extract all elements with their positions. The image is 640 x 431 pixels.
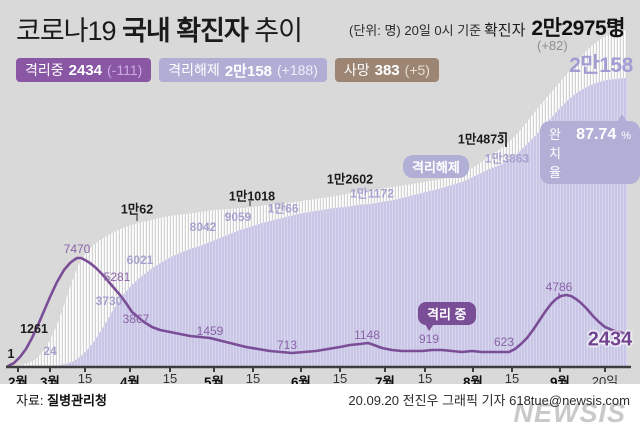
badge-label: 격리해제 [168, 62, 220, 78]
chart-value-label: 1만62 [120, 202, 154, 217]
badge-value: 2434 [68, 61, 103, 79]
chart-value-label: 9059 [224, 210, 252, 224]
badge-delta: (-111) [107, 62, 143, 78]
byline-credit: 20.09.20 전진우 그래픽 기자 618tue@newsis.com [348, 393, 630, 408]
quarantine-tag-label: 격리 중 [427, 307, 467, 322]
chart-value-label: 1만3863 [484, 151, 530, 166]
chart-value-label: 1261 [20, 322, 48, 336]
chart-value-label: 2434 [587, 328, 633, 351]
chart-value-label: 1만2602 [326, 172, 374, 187]
status-badge-row: 격리중 2434 (-111) 격리해제 2만158 (+188) 사망 383… [16, 58, 439, 82]
x-axis-tick-mark [472, 368, 474, 372]
title-part-tail: 추이 [254, 16, 303, 46]
chart-value-label: 24 [43, 344, 57, 358]
chart-value-label: 6021 [126, 253, 154, 267]
chart-value-label: 3867 [122, 312, 150, 326]
chart-value-label: 713 [276, 338, 298, 352]
trend-chart [6, 30, 631, 369]
confirmed-total-delta: (+82) [537, 38, 568, 53]
chart-value-label: 919 [418, 332, 440, 346]
x-axis-tick-mark [300, 368, 302, 372]
chart-value-label: 1만4873 [457, 132, 505, 147]
x-axis-tick-mark [559, 368, 561, 372]
status-badge-death: 사망 383 (+5) [334, 58, 439, 82]
x-axis-tick-mark [511, 368, 513, 372]
page-title: 코로나19 국내 확진자 추이 [16, 9, 303, 48]
confirmed-total-connector [607, 22, 617, 36]
status-badge-released: 격리해제 2만158 (+188) [159, 58, 327, 82]
footer-bar: 자료: 질병관리청 NEWSIS 20.09.20 전진우 그래픽 기자 618… [0, 384, 640, 431]
confirmed-total-value: 2만2975명 [531, 17, 625, 40]
chart-value-label: 1만66 [267, 201, 299, 216]
hook-14873 [499, 132, 507, 147]
x-axis-tick-label: 15 [245, 371, 261, 386]
x-axis-tick-label: 15 [504, 371, 520, 386]
chart-value-label: 3730 [95, 294, 123, 308]
quarantine-line [6, 256, 629, 368]
quarantine-series-tag: 격리 중 [418, 302, 476, 331]
chart-value-label: 1 [7, 347, 15, 361]
x-axis-tick-mark [129, 368, 131, 372]
cure-rate-label: 완치율 [549, 127, 561, 180]
newsis-watermark: NEWSIS [513, 398, 626, 428]
chart-value-label: 4786 [545, 280, 573, 294]
badge-label: 사망 [343, 62, 370, 78]
cure-rate-tag: 완치율 87.74 % [540, 114, 640, 184]
chart-value-label: 8042 [189, 220, 217, 234]
chart-value-label: 1만1018 [228, 189, 276, 204]
subtitle-unit-note: (단위: 명) 20일 0시 기준 [349, 23, 482, 38]
data-source: 자료: 질병관리청 [16, 390, 107, 409]
confirmed-total-label: 확진자 [484, 22, 526, 39]
badge-label: 격리중 [25, 62, 64, 78]
x-axis-tick-mark [604, 368, 606, 372]
cure-rate-value: 87.74 [576, 126, 617, 143]
chart-value-label: 623 [493, 335, 515, 349]
x-axis-tick-label: 15 [162, 371, 178, 386]
chart-value-label: 1148 [354, 328, 380, 342]
released-series-tag: 격리해제 [403, 155, 469, 178]
x-axis-tick-mark [169, 368, 171, 372]
chart-value-label: 5281 [103, 270, 131, 284]
released-area [8, 78, 627, 367]
chart-value-label: 2만158 [569, 54, 633, 77]
badge-delta: (+5) [404, 62, 430, 78]
x-axis-tick-mark [252, 368, 254, 372]
chart-value-label: 1459 [196, 324, 224, 338]
x-axis-tick-mark [424, 368, 426, 372]
badge-value: 2만158 [224, 62, 272, 80]
cure-rate-unit: % [621, 130, 631, 142]
x-axis-tick-label: 15 [332, 371, 348, 386]
tag-pointer-up [617, 114, 627, 122]
x-axis-tick-mark [17, 368, 19, 372]
chart-value-label: 7470 [63, 242, 91, 256]
confirmed-total: 확진자 2만2975명 [484, 12, 625, 42]
source-prefix: 자료: [16, 393, 44, 408]
label-connectors [136, 201, 251, 221]
x-axis-tick-label: 15 [417, 371, 433, 386]
title-part-light: 코로나19 [16, 16, 117, 46]
x-axis-tick-mark [384, 368, 386, 372]
x-axis-tick-mark [339, 368, 341, 372]
badge-delta: (+188) [277, 62, 318, 78]
x-axis-tick-mark [84, 368, 86, 372]
source-name: 질병관리청 [47, 393, 107, 408]
tag-pointer-down [425, 324, 434, 331]
x-axis-tick-mark [49, 368, 51, 372]
title-part-bold: 국내 확진자 [122, 16, 249, 46]
chart-value-label: 1만1172 [350, 186, 394, 201]
x-axis-tick-label: 15 [77, 371, 93, 386]
status-badge-quarantine: 격리중 2434 (-111) [16, 58, 152, 82]
badge-value: 383 [374, 61, 400, 79]
x-axis-tick-mark [213, 368, 215, 372]
